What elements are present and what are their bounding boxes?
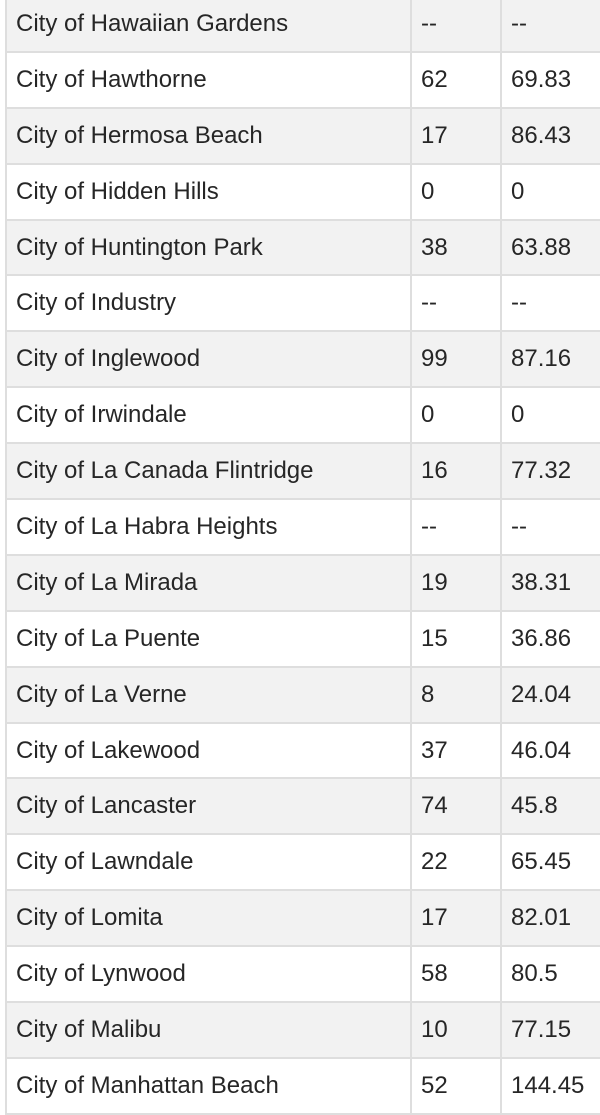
rate-cell: -- (500, 0, 600, 53)
city-name-cell: City of La Canada Flintridge (5, 442, 412, 501)
rate-cell: 80.5 (500, 945, 600, 1004)
table-row: City of Hermosa Beach 17 86.43 (5, 106, 600, 165)
table-row: City of Hawaiian Gardens -- -- (5, 0, 600, 53)
table-row: City of Lancaster 74 45.8 (5, 777, 600, 836)
count-cell: 62 (410, 50, 502, 109)
rate-cell: -- (500, 274, 600, 333)
rate-cell: 46.04 (500, 721, 600, 780)
city-name-cell: City of Hermosa Beach (5, 106, 412, 165)
rate-cell: 77.32 (500, 442, 600, 501)
table-row: City of Malibu 10 77.15 (5, 1001, 600, 1059)
city-name-cell: City of Malibu (5, 1001, 412, 1059)
rate-cell: 0 (500, 162, 600, 221)
count-cell: 22 (410, 833, 502, 892)
city-name-cell: City of La Puente (5, 609, 412, 668)
table-row: City of Huntington Park 38 63.88 (5, 218, 600, 277)
count-cell: 19 (410, 553, 502, 612)
table-row: City of Lynwood 58 80.5 (5, 945, 600, 1004)
count-cell: -- (410, 498, 502, 556)
city-name-cell: City of Industry (5, 274, 412, 333)
city-name-cell: City of Lawndale (5, 833, 412, 892)
rate-cell: 24.04 (500, 665, 600, 724)
count-cell: 58 (410, 945, 502, 1004)
rate-cell: 38.31 (500, 553, 600, 612)
table-row: City of Irwindale 0 0 (5, 386, 600, 445)
city-name-cell: City of Hidden Hills (5, 162, 412, 221)
city-name-cell: City of Manhattan Beach (5, 1056, 412, 1115)
city-name-cell: City of Hawaiian Gardens (5, 0, 412, 53)
table-row: City of Industry -- -- (5, 274, 600, 333)
rate-cell: 36.86 (500, 609, 600, 668)
count-cell: -- (410, 0, 502, 53)
city-name-cell: City of Inglewood (5, 330, 412, 389)
rate-cell: 86.43 (500, 106, 600, 165)
count-cell: 0 (410, 386, 502, 445)
table-row: City of Lakewood 37 46.04 (5, 721, 600, 780)
table-row: City of La Verne 8 24.04 (5, 665, 600, 724)
city-name-cell: City of Lynwood (5, 945, 412, 1004)
city-name-cell: City of La Verne (5, 665, 412, 724)
count-cell: 37 (410, 721, 502, 780)
rate-cell: 77.15 (500, 1001, 600, 1059)
rate-cell: 82.01 (500, 889, 600, 948)
count-cell: 52 (410, 1056, 502, 1115)
count-cell: 74 (410, 777, 502, 836)
table-body: City of Hawaiian Gardens -- -- City of H… (5, 0, 600, 1115)
city-name-cell: City of Lomita (5, 889, 412, 948)
count-cell: 8 (410, 665, 502, 724)
table-row: City of La Mirada 19 38.31 (5, 553, 600, 612)
rate-cell: 0 (500, 386, 600, 445)
count-cell: 99 (410, 330, 502, 389)
table-row: City of La Habra Heights -- -- (5, 498, 600, 556)
count-cell: 15 (410, 609, 502, 668)
city-name-cell: City of La Mirada (5, 553, 412, 612)
count-cell: -- (410, 274, 502, 333)
rate-cell: 45.8 (500, 777, 600, 836)
rate-cell: 144.45 (500, 1056, 600, 1115)
table-row: City of Hawthorne 62 69.83 (5, 50, 600, 109)
city-name-cell: City of Irwindale (5, 386, 412, 445)
count-cell: 0 (410, 162, 502, 221)
table-row: City of La Canada Flintridge 16 77.32 (5, 442, 600, 501)
table-row: City of Hidden Hills 0 0 (5, 162, 600, 221)
table-row: City of Lawndale 22 65.45 (5, 833, 600, 892)
count-cell: 38 (410, 218, 502, 277)
table-row: City of La Puente 15 36.86 (5, 609, 600, 668)
city-name-cell: City of Lakewood (5, 721, 412, 780)
rate-cell: 65.45 (500, 833, 600, 892)
city-data-table: City of Hawaiian Gardens -- -- City of H… (5, 0, 600, 1115)
city-name-cell: City of La Habra Heights (5, 498, 412, 556)
count-cell: 17 (410, 889, 502, 948)
rate-cell: 63.88 (500, 218, 600, 277)
rate-cell: 69.83 (500, 50, 600, 109)
count-cell: 10 (410, 1001, 502, 1059)
city-name-cell: City of Huntington Park (5, 218, 412, 277)
table-row: City of Inglewood 99 87.16 (5, 330, 600, 389)
count-cell: 17 (410, 106, 502, 165)
rate-cell: -- (500, 498, 600, 556)
rate-cell: 87.16 (500, 330, 600, 389)
data-table-container: City of Hawaiian Gardens -- -- City of H… (5, 0, 600, 1115)
city-name-cell: City of Lancaster (5, 777, 412, 836)
table-row: City of Lomita 17 82.01 (5, 889, 600, 948)
table-row: City of Manhattan Beach 52 144.45 (5, 1056, 600, 1115)
count-cell: 16 (410, 442, 502, 501)
city-name-cell: City of Hawthorne (5, 50, 412, 109)
